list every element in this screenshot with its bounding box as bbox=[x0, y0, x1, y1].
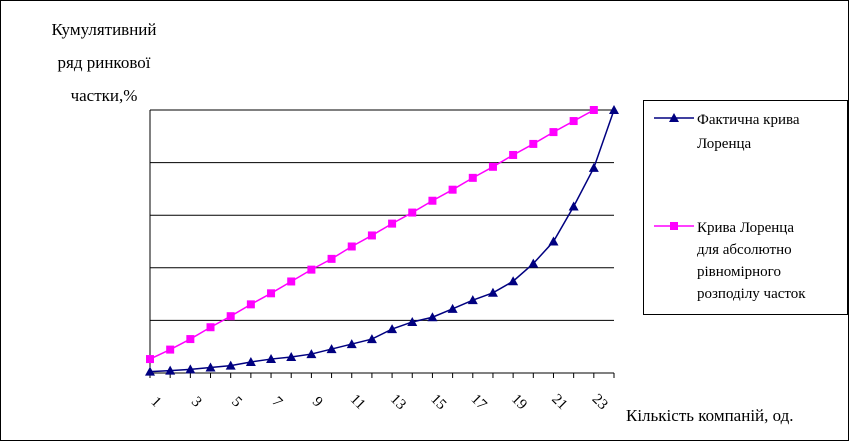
x-axis-label: Кількість компаній, од. bbox=[626, 406, 794, 425]
data-point-square bbox=[388, 219, 397, 228]
legend-label-actual-line-1: Фактична крива bbox=[697, 112, 800, 128]
series-group bbox=[145, 105, 619, 376]
gridlines bbox=[150, 109, 614, 321]
data-point-triangle bbox=[346, 339, 357, 349]
data-point-square bbox=[488, 162, 497, 171]
data-point-square bbox=[226, 312, 235, 321]
data-point-triangle bbox=[245, 356, 256, 366]
data-point-triangle bbox=[407, 316, 418, 326]
data-point-square bbox=[569, 117, 578, 126]
data-point-triangle bbox=[387, 324, 398, 334]
data-point-square bbox=[307, 265, 316, 274]
data-point-square bbox=[287, 277, 296, 286]
legend-label-equal-line-2: для абсолютно bbox=[697, 242, 792, 258]
data-point-triangle bbox=[185, 364, 196, 374]
data-point-triangle bbox=[165, 365, 176, 375]
data-point-square bbox=[267, 289, 276, 298]
legend-label-equal-line-1: Крива Лоренца bbox=[697, 220, 794, 236]
data-point-triangle bbox=[326, 344, 337, 354]
data-point-triangle bbox=[467, 295, 478, 305]
data-point-triangle bbox=[427, 312, 438, 322]
data-point-triangle bbox=[366, 334, 377, 344]
y-axis-label-line-2: ряд ринкової bbox=[58, 53, 151, 72]
legend: Фактична крива Лоренца Крива Лоренца для… bbox=[643, 100, 848, 315]
legend-label-equal-line-4: розподілу часток bbox=[697, 286, 806, 302]
data-point-triangle bbox=[145, 366, 155, 376]
data-point-square bbox=[408, 208, 417, 217]
data-point-square bbox=[246, 300, 255, 309]
data-point-triangle bbox=[205, 362, 216, 372]
y-axis-label-line-1: Кумулятивний bbox=[52, 20, 157, 39]
legend-label-actual-line-2: Лоренца bbox=[697, 136, 752, 152]
y-axis-label-line-3: частки,% bbox=[71, 86, 138, 105]
data-point-square bbox=[428, 196, 437, 205]
data-point-square bbox=[589, 106, 598, 114]
data-point-square bbox=[509, 150, 518, 159]
data-point-square bbox=[206, 323, 215, 332]
data-point-triangle bbox=[568, 201, 579, 211]
data-point-triangle bbox=[588, 162, 599, 172]
data-point-triangle bbox=[528, 258, 539, 268]
data-point-square bbox=[448, 185, 457, 194]
data-point-triangle bbox=[447, 303, 458, 313]
data-point-triangle bbox=[286, 351, 297, 361]
data-point-square bbox=[367, 231, 376, 240]
data-point-square bbox=[347, 242, 356, 251]
data-point-square bbox=[166, 345, 175, 354]
series-line-0 bbox=[149, 109, 615, 373]
data-point-square bbox=[468, 173, 477, 182]
data-point-triangle bbox=[487, 287, 498, 297]
legend-marker-triangle bbox=[669, 113, 679, 122]
data-point-square bbox=[549, 128, 558, 137]
data-point-triangle bbox=[609, 105, 619, 114]
data-point-triangle bbox=[266, 354, 277, 364]
data-point-square bbox=[186, 335, 195, 344]
data-point-triangle bbox=[508, 276, 519, 286]
legend-box bbox=[643, 100, 848, 315]
data-point-square bbox=[529, 139, 538, 148]
data-point-triangle bbox=[306, 349, 317, 359]
legend-marker-square bbox=[670, 222, 678, 230]
data-point-triangle bbox=[548, 236, 559, 246]
data-point-square bbox=[146, 355, 154, 364]
legend-label-equal-line-3: рівномірного bbox=[697, 264, 781, 280]
data-point-triangle bbox=[225, 360, 236, 370]
data-point-square bbox=[327, 254, 336, 263]
